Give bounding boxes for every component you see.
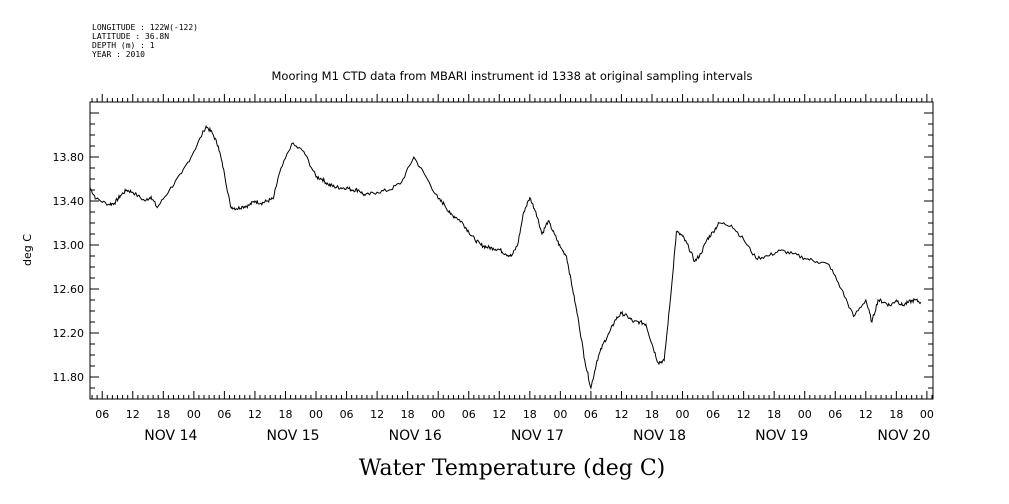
x-hour-label: 12	[126, 408, 140, 421]
x-hour-label: 00	[553, 408, 567, 421]
x-day-label: NOV 16	[389, 428, 442, 444]
x-hour-label: 00	[920, 408, 934, 421]
x-hour-label: 12	[737, 408, 751, 421]
x-hour-label: 00	[798, 408, 812, 421]
x-hour-label: 18	[278, 408, 292, 421]
x-day-label: NOV 17	[511, 428, 564, 444]
x-hour-label: 00	[309, 408, 323, 421]
x-hour-label: 00	[187, 408, 201, 421]
x-hour-label: 06	[828, 408, 842, 421]
x-day-label: NOV 18	[633, 428, 686, 444]
x-hour-label: 12	[370, 408, 384, 421]
x-hour-label: 06	[584, 408, 598, 421]
year-label: YEAR : 2010	[92, 50, 145, 59]
x-hour-label: 00	[431, 408, 445, 421]
x-day-label: NOV 15	[266, 428, 319, 444]
latitude-label: LATITUDE : 36.8N	[92, 32, 169, 41]
x-hour-label: 06	[217, 408, 231, 421]
x-axis-title: Water Temperature (deg C)	[359, 456, 666, 481]
x-hour-label: 18	[889, 408, 903, 421]
x-day-label: NOV 19	[755, 428, 808, 444]
x-day-label: NOV 14	[144, 428, 197, 444]
x-hour-label: 06	[95, 408, 109, 421]
x-hour-label: 18	[156, 408, 170, 421]
y-axis-label: deg C	[21, 234, 34, 266]
y-axis: 11.80 12.20 12.60 13.00 13.40 13.80	[53, 112, 933, 400]
chart-title: Mooring M1 CTD data from MBARI instrumen…	[272, 69, 753, 83]
plot-frame	[89, 101, 934, 400]
temperature-series-line	[89, 124, 922, 390]
x-day-label: NOV 20	[877, 428, 930, 444]
y-tick-label: 12.20	[53, 327, 85, 340]
x-hour-label: 12	[859, 408, 873, 421]
x-hour-label: 06	[706, 408, 720, 421]
x-hour-label: 18	[645, 408, 659, 421]
x-hour-label: 12	[614, 408, 628, 421]
x-hour-label: 18	[523, 408, 537, 421]
x-axis: 06 12 18 00 06 12 18 00 06 12 18 00 06 12 18 00 06 12 18 00…	[91, 94, 934, 444]
y-tick-label: 13.80	[53, 151, 85, 164]
x-hour-label: 18	[767, 408, 781, 421]
x-hour-label: 12	[248, 408, 262, 421]
x-hour-label: 06	[462, 408, 476, 421]
x-hour-label: 06	[340, 408, 354, 421]
y-tick-label: 12.60	[53, 283, 85, 296]
y-tick-label: 13.00	[53, 239, 85, 252]
y-tick-label: 11.80	[53, 371, 85, 384]
depth-label: DEPTH (m) : 1	[92, 41, 155, 50]
x-hour-label: 00	[676, 408, 690, 421]
x-hour-label: 12	[492, 408, 506, 421]
y-tick-label: 13.40	[53, 195, 85, 208]
longitude-label: LONGITUDE : 122W(-122)	[92, 23, 198, 32]
x-hour-label: 18	[401, 408, 415, 421]
